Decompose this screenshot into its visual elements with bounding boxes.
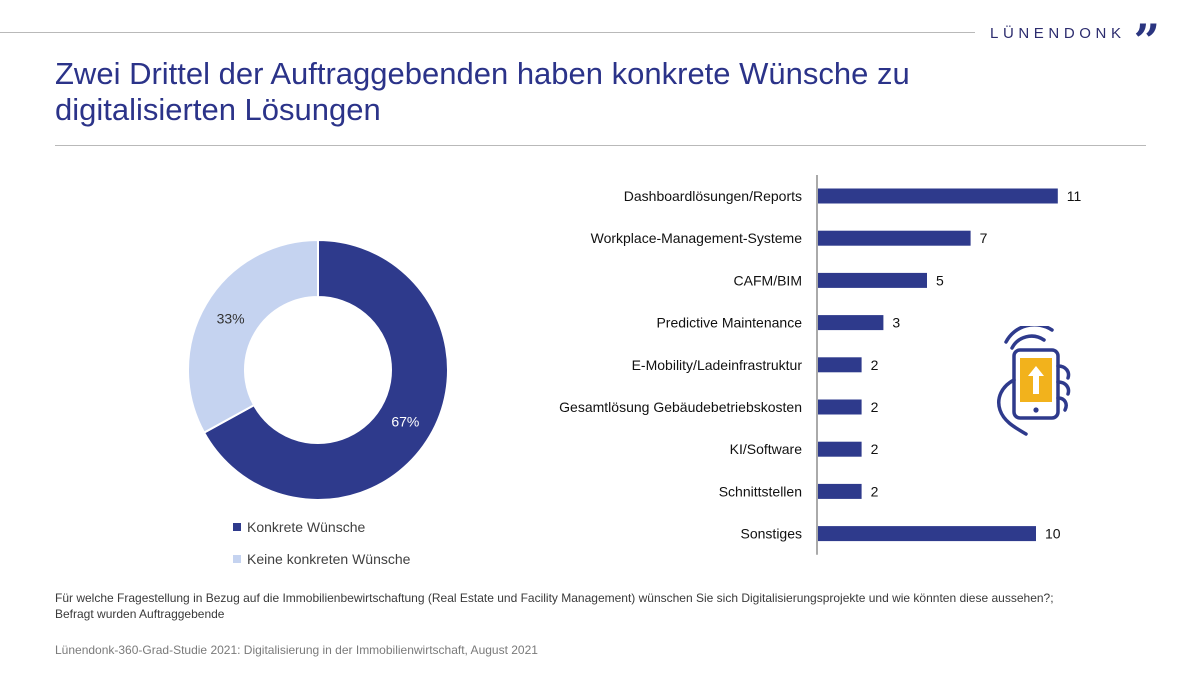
bar <box>818 441 862 457</box>
bar-category-label: Gesamtlösung Gebäudebetriebskosten <box>559 399 802 415</box>
brand-logo: LÜNENDONK ” <box>990 18 1160 48</box>
bar <box>818 272 927 288</box>
bar-value-label: 2 <box>871 441 879 457</box>
bar-value-label: 11 <box>1067 188 1082 204</box>
legend-swatch-konkrete <box>233 523 241 531</box>
bar-chart: Dashboardlösungen/Reports 11 Workplace-Man… <box>559 175 1082 555</box>
question-line-2: Befragt wurden Auftraggebende <box>55 607 225 621</box>
bar-value-label: 2 <box>871 399 879 415</box>
survey-question: Für welche Fragestellung in Bezug auf di… <box>55 590 1155 622</box>
bar-value-label: 3 <box>892 315 900 331</box>
donut-value-label: 33% <box>217 310 245 326</box>
top-rule <box>0 32 975 33</box>
legend-item: Konkrete Wünsche <box>233 517 410 537</box>
bar <box>818 357 862 373</box>
legend-label: Keine konkreten Wünsche <box>247 551 411 567</box>
brand-name: LÜNENDONK <box>990 24 1126 42</box>
bar-value-label: 7 <box>980 230 988 246</box>
title-line-1: Zwei Drittel der Auftraggebenden haben k… <box>55 56 910 91</box>
legend-item: Keine konkreten Wünsche <box>233 549 410 569</box>
bar-category-label: CAFM/BIM <box>734 272 802 288</box>
page-title: Zwei Drittel der Auftraggebenden haben k… <box>55 56 1135 128</box>
donut-legend: Konkrete Wünsche Keine konkreten Wünsche <box>233 517 410 581</box>
bar <box>818 483 862 499</box>
bar <box>818 315 884 331</box>
title-line-2: digitalisierten Lösungen <box>55 92 381 127</box>
source-note: Lünendonk-360-Grad-Studie 2021: Digitali… <box>55 643 538 657</box>
bar <box>818 230 971 246</box>
bar-value-label: 2 <box>871 483 879 499</box>
quote-mark-icon: ” <box>1133 18 1161 48</box>
bar <box>818 399 862 415</box>
bar-category-label: Dashboardlösungen/Reports <box>624 188 802 204</box>
legend-swatch-keine <box>233 555 241 563</box>
donut-slice <box>202 238 449 501</box>
bar <box>818 526 1036 542</box>
bar-category-label: Predictive Maintenance <box>656 315 802 331</box>
bar-category-label: Sonstiges <box>741 526 802 542</box>
title-rule <box>55 145 1146 146</box>
bar-category-label: KI/Software <box>730 441 803 457</box>
donut-chart: 67% 33% <box>187 238 449 501</box>
legend-label: Konkrete Wünsche <box>247 519 366 535</box>
bar-value-label: 2 <box>871 357 879 373</box>
donut-slice <box>187 238 319 434</box>
bar-category-label: Workplace-Management-Systeme <box>591 230 803 246</box>
donut-value-label: 67% <box>391 414 419 430</box>
bar-category-label: Schnittstellen <box>719 483 802 499</box>
bar-category-label: E-Mobility/Ladeinfrastruktur <box>632 357 803 373</box>
bar-value-label: 10 <box>1045 526 1061 542</box>
bar <box>818 188 1058 204</box>
smartphone-upload-icon <box>997 326 1071 436</box>
question-line-1: Für welche Fragestellung in Bezug auf di… <box>55 591 1054 605</box>
bar-value-label: 5 <box>936 272 944 288</box>
